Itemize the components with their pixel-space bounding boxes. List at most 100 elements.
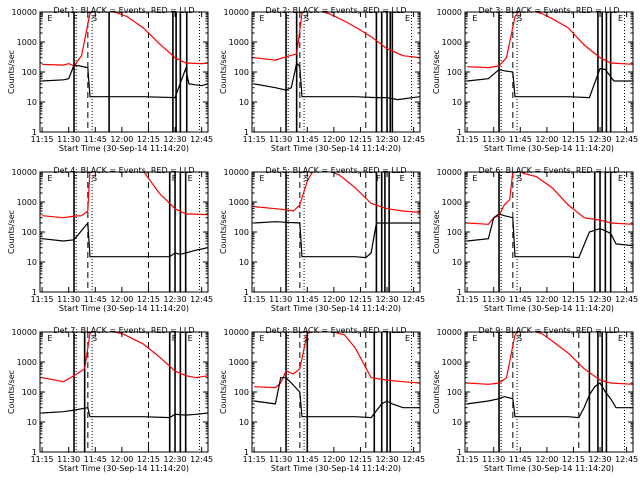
phase-marker-label: E xyxy=(188,174,193,183)
phase-marker-label: S xyxy=(92,14,97,23)
x-tick-label: 11:45 xyxy=(84,455,107,464)
y-tick-label: 10000 xyxy=(224,328,249,337)
plot-area xyxy=(254,332,420,452)
panel-title: Det 9: BLACK = Events, RED = LLD xyxy=(479,326,620,335)
phase-marker-label: E xyxy=(259,14,264,23)
x-tick-label: 12:15 xyxy=(137,135,160,144)
x-tick-label: 12:15 xyxy=(562,295,585,304)
plot-frame xyxy=(39,331,209,453)
chart-panel-det-7: E F S F E 1 10 100 1000 10000 11:15 11:30 11:45 12:00… xyxy=(7,326,213,473)
phase-marker-label: F xyxy=(73,14,78,23)
x-axis-label: Start Time (30-Sep-14 11:14:20) xyxy=(59,144,189,153)
panel-title: Det 3: BLACK = Events, RED = LLD xyxy=(479,6,620,15)
phase-marker-label: S xyxy=(304,334,309,343)
plot-area xyxy=(254,172,420,292)
y-tick-label: 100 xyxy=(234,68,249,77)
panel-title: Det 4: BLACK = Events, RED = LLD xyxy=(54,166,195,175)
event-rate-line xyxy=(467,382,633,419)
x-tick-label: 11:15 xyxy=(243,135,266,144)
phase-marker-label: E xyxy=(618,174,623,183)
x-tick-label: 12:30 xyxy=(164,295,187,304)
plot-area xyxy=(253,12,420,132)
x-tick-label: 12:30 xyxy=(164,135,187,144)
x-tick-label: 12:15 xyxy=(137,455,160,464)
phase-marker-label: F xyxy=(285,334,290,343)
x-tick-label: 12:45 xyxy=(190,295,213,304)
y-tick-label: 10000 xyxy=(437,168,462,177)
x-tick-label: 12:45 xyxy=(615,455,638,464)
x-tick-label: 11:30 xyxy=(57,455,80,464)
y-axis-label: Counts/sec xyxy=(219,50,228,94)
x-tick-label: 11:15 xyxy=(31,455,54,464)
phase-marker-label: E xyxy=(259,334,264,343)
phase-marker-label: E xyxy=(472,14,477,23)
event-rate-line xyxy=(254,221,420,259)
x-tick-label: 11:45 xyxy=(296,295,319,304)
x-tick-label: 11:45 xyxy=(509,295,532,304)
y-tick-label: 100 xyxy=(22,388,37,397)
event-rate-line xyxy=(253,61,420,101)
y-tick-label: 10000 xyxy=(224,168,249,177)
x-tick-label: 12:45 xyxy=(190,455,213,464)
panel-title: Det 8: BLACK = Events, RED = LLD xyxy=(266,326,407,335)
x-tick-label: 11:30 xyxy=(482,295,505,304)
chart-panel-det-9: E F S E 1 10 100 1000 10000 11:15 11:30 11:45 12:00 1… xyxy=(432,326,638,473)
y-tick-label: 10 xyxy=(452,98,462,107)
x-tick-label: 12:30 xyxy=(376,135,399,144)
y-tick-label: 10 xyxy=(239,418,249,427)
phase-marker-label: F xyxy=(73,174,78,183)
y-tick-label: 10000 xyxy=(12,168,37,177)
x-tick-label: 12:15 xyxy=(349,455,372,464)
y-tick-label: 10 xyxy=(452,418,462,427)
x-tick-label: 12:30 xyxy=(376,455,399,464)
y-axis-label: Counts/sec xyxy=(219,370,228,414)
panel-title: Det 7: BLACK = Events, RED = LLD xyxy=(54,326,195,335)
plot-area xyxy=(467,12,633,132)
panel-title: Det 2: BLACK = Events, RED = LLD xyxy=(266,6,407,15)
y-tick-label: 1000 xyxy=(229,38,249,47)
lld-rate-line xyxy=(41,332,208,383)
y-tick-label: 10000 xyxy=(224,8,249,17)
x-tick-label: 12:00 xyxy=(110,135,133,144)
plot-area xyxy=(42,12,208,132)
chart-panel-det-2: E F S E 1 10 100 1000 10000 11:15 11:30 11:45 12:00 1… xyxy=(219,6,425,153)
plot-frame xyxy=(39,11,209,133)
plot-frame xyxy=(251,11,421,133)
y-tick-label: 10 xyxy=(27,418,37,427)
event-rate-line xyxy=(467,213,633,259)
x-tick-label: 12:45 xyxy=(190,135,213,144)
phase-marker-label: F xyxy=(376,174,381,183)
event-rate-line xyxy=(42,64,208,99)
chart-panel-det-4: E F S F E 1 10 100 1000 10000 11:15 11:30 11:45 12:00… xyxy=(7,166,213,313)
x-tick-label: 12:45 xyxy=(402,295,425,304)
chart-panel-det-5: E F S F E 1 10 100 1000 10000 11:15 11:30 11:45 12:00… xyxy=(219,166,425,313)
phase-marker-label: S xyxy=(92,334,97,343)
plot-area xyxy=(467,172,633,292)
y-tick-label: 10 xyxy=(239,258,249,267)
y-tick-label: 10 xyxy=(452,258,462,267)
phase-marker-label: S xyxy=(304,14,309,23)
x-tick-label: 12:45 xyxy=(615,135,638,144)
y-axis-label: Counts/sec xyxy=(432,370,441,414)
lld-rate-line xyxy=(467,332,633,385)
x-tick-label: 11:15 xyxy=(31,135,54,144)
x-tick-label: 12:00 xyxy=(110,295,133,304)
phase-marker-label: E xyxy=(188,334,193,343)
y-tick-label: 1 xyxy=(32,448,37,457)
y-tick-label: 1000 xyxy=(442,198,462,207)
y-tick-label: 1 xyxy=(244,128,249,137)
plot-area xyxy=(467,332,633,452)
phase-marker-label: F xyxy=(73,334,78,343)
y-axis-label: Counts/sec xyxy=(432,210,441,254)
phase-marker-label: S xyxy=(304,174,309,183)
lld-rate-line xyxy=(467,172,633,225)
x-tick-label: 12:30 xyxy=(589,455,612,464)
phase-marker-label: E xyxy=(47,14,52,23)
y-tick-label: 1000 xyxy=(229,198,249,207)
x-axis-label: Start Time (30-Sep-14 11:14:20) xyxy=(271,144,401,153)
x-tick-label: 12:00 xyxy=(535,135,558,144)
y-tick-label: 1000 xyxy=(229,358,249,367)
x-tick-label: 11:45 xyxy=(84,135,107,144)
x-tick-label: 11:45 xyxy=(509,135,532,144)
